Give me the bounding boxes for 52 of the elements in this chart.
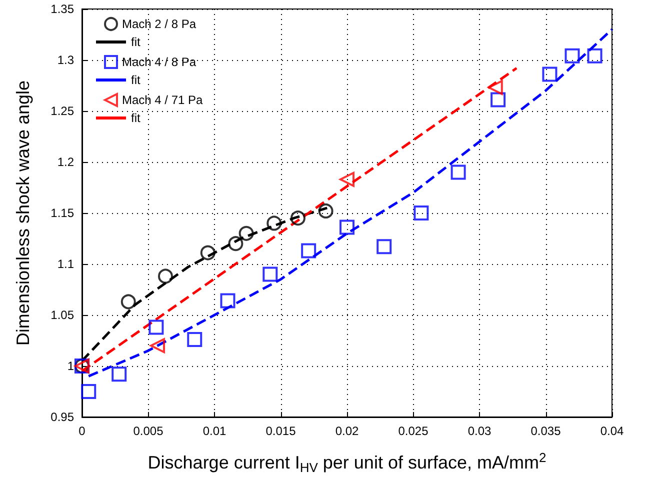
legend-label: Mach 4 / 71 Pa [122,93,204,107]
point [290,210,306,226]
point [587,48,602,64]
point [318,203,334,218]
legend-label: Mach 2 / 8 Pa [122,17,196,31]
legend-label: fit [131,35,141,49]
y-tick-label: 0.95 [50,410,74,424]
point [150,338,166,354]
y-tick-label: 1.3 [57,53,74,67]
y-tick-label: 1.35 [50,2,74,16]
line-series [87,28,614,378]
point [376,239,392,254]
x-tick-label: 0.04 [600,424,624,438]
y-tick-label: 1.15 [50,206,74,220]
x-tick-label: 0.02 [335,424,359,438]
y-tick-label: 1 [67,359,74,373]
point [238,226,254,241]
x-tick-label: 0.005 [133,424,164,438]
point [112,366,127,382]
point [450,164,466,180]
point [488,80,503,96]
legend-label: fit [131,73,141,87]
y-tick-label: 1.05 [50,308,74,322]
legend-label: fit [131,111,141,125]
point [120,294,136,310]
x-tick-label: 0 [78,424,86,438]
point [220,293,236,308]
point [542,66,558,82]
x-tick-label: 0.035 [530,424,562,438]
point [228,236,244,252]
x-tick-label: 0.015 [266,424,296,438]
point [340,220,354,235]
point [564,48,580,64]
y-axis-title: Dimensionless shock wave angle [13,80,33,346]
point [158,268,173,284]
point [81,384,96,399]
point [414,206,429,220]
point [148,320,164,335]
x-tick-label: 0.025 [398,424,429,438]
legend-label: Mach 4 / 8 Pa [122,55,196,69]
x-tick-label: 0.01 [202,424,226,438]
x-tick-label: 0.03 [468,424,492,438]
point [490,92,506,108]
point [200,245,216,260]
y-tick-label: 1.2 [57,155,74,169]
point [266,216,282,231]
point [301,243,316,258]
y-tick-label: 1.1 [57,257,74,271]
point [262,266,278,282]
y-tick-label: 1.25 [50,104,74,118]
point [340,172,354,187]
point [187,332,202,347]
